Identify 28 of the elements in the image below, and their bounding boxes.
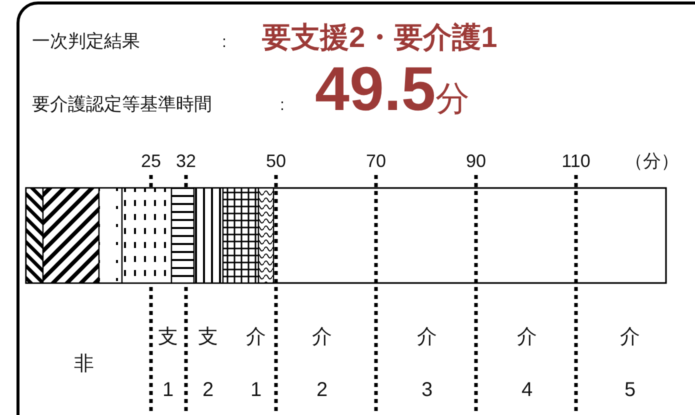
annotation: 介 xyxy=(517,326,537,348)
annotation: 3 xyxy=(421,379,433,401)
annotation: 4 xyxy=(521,379,533,401)
annotation: 介 xyxy=(417,326,437,348)
annotation: 1 xyxy=(162,379,174,401)
text: : xyxy=(280,97,284,114)
annotation: 1 xyxy=(250,379,262,401)
annotation: 2 xyxy=(202,379,214,401)
text: 49.5分 xyxy=(315,55,470,124)
annotation: 支 xyxy=(198,326,218,348)
x-tick-label: 25 xyxy=(140,151,162,171)
text: 一次判定結果 xyxy=(32,31,140,51)
annotation: 介 xyxy=(246,326,266,348)
x-tick-label: 32 xyxy=(176,151,196,171)
x-tick-label: 50 xyxy=(266,151,286,171)
text: 要支援2・要介護1 xyxy=(261,22,498,54)
annotation: 介 xyxy=(312,326,332,348)
annotation: 2 xyxy=(316,379,328,401)
annotation: 介 xyxy=(620,326,640,348)
text: : xyxy=(222,34,226,51)
x-axis-title: （分） xyxy=(625,151,679,171)
text: 要介護認定等基準時間 xyxy=(32,94,212,114)
annotation: 非 xyxy=(74,353,94,375)
annotation: 5 xyxy=(624,379,636,401)
x-tick-label: 70 xyxy=(366,151,386,171)
x-tick-label: 90 xyxy=(466,151,486,171)
annotation: 支 xyxy=(158,326,178,348)
x-tick-label: 110 xyxy=(562,151,590,171)
